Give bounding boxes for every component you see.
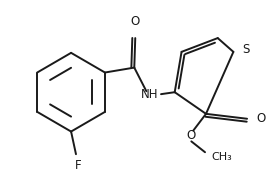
Text: S: S — [242, 43, 250, 56]
Text: NH: NH — [140, 88, 158, 101]
Text: O: O — [131, 15, 140, 28]
Text: O: O — [187, 129, 196, 142]
Text: CH₃: CH₃ — [211, 152, 232, 162]
Text: F: F — [75, 159, 81, 172]
Text: O: O — [257, 112, 266, 125]
